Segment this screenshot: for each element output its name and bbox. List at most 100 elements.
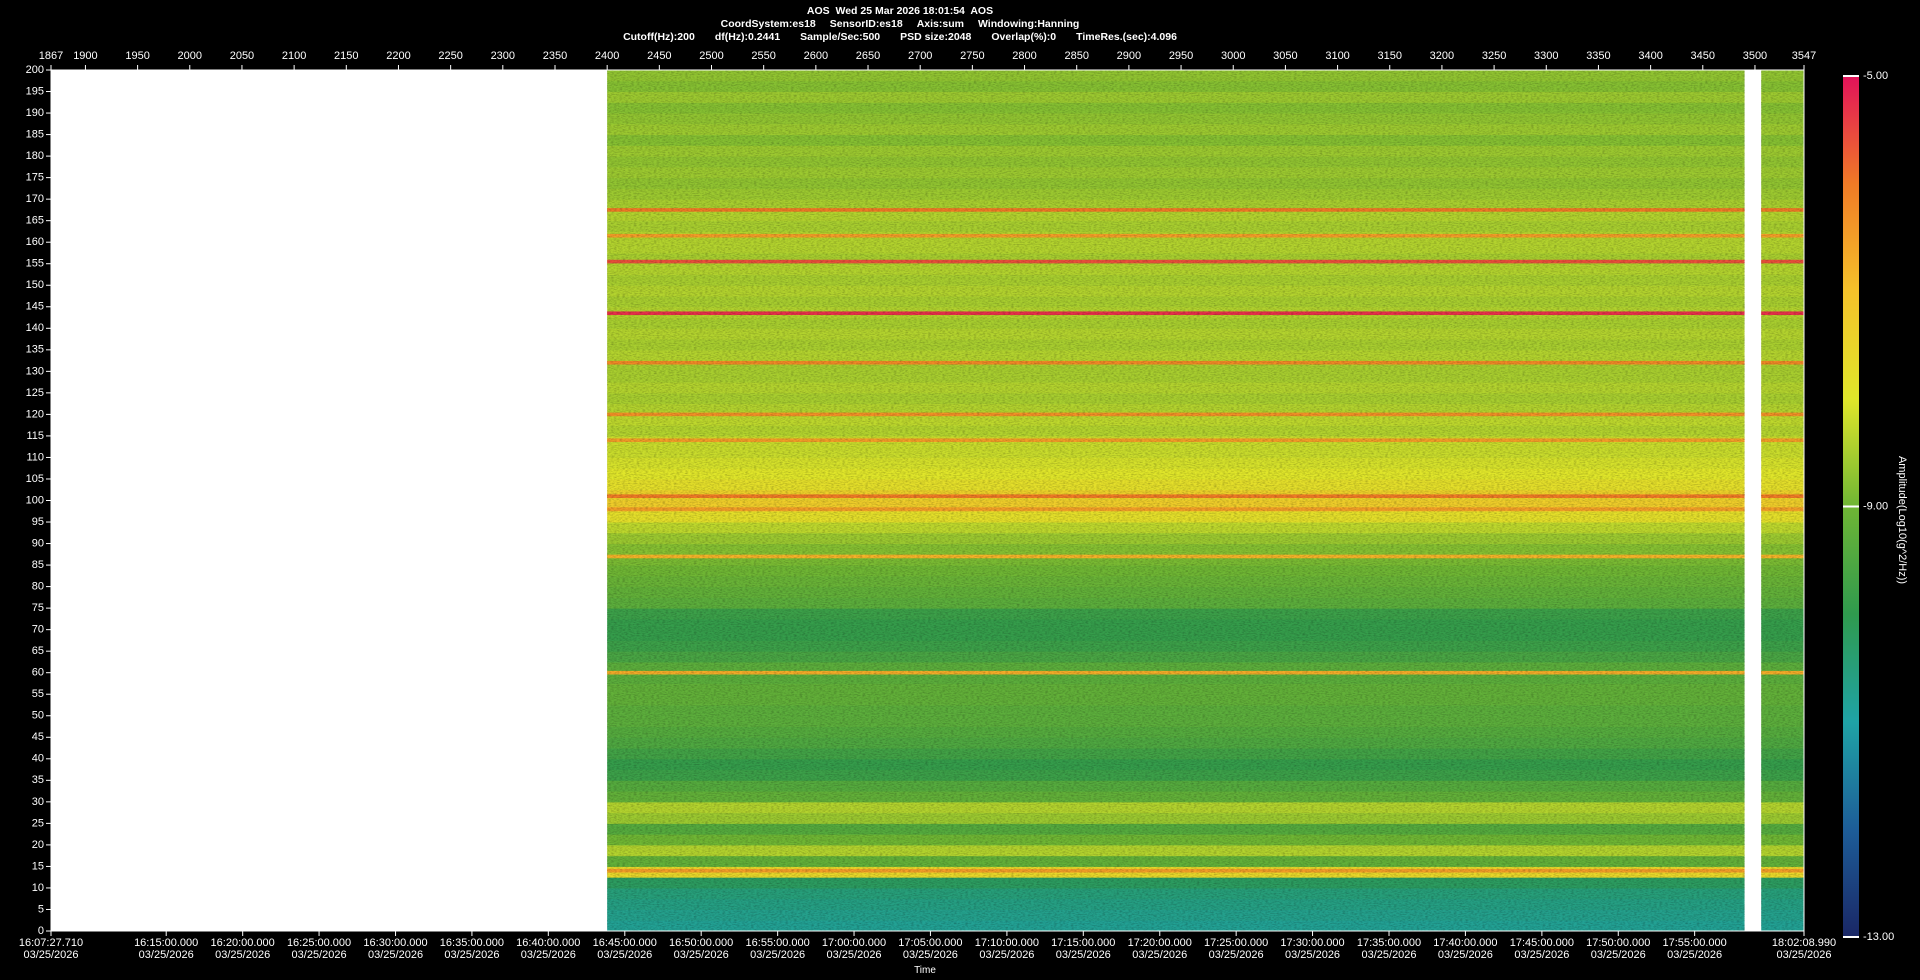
x-tick-label: 2450 (647, 50, 671, 62)
time-tick-label: 16:35:00.000 03/25/2026 (439, 937, 505, 961)
x-tick-label: 2550 (751, 50, 775, 62)
time-tick-label: 16:50:00.000 03/25/2026 (669, 937, 734, 961)
y-tick-label: 180 (26, 150, 44, 162)
time-tick-label: 17:00:00.000 03/25/2026 (821, 937, 887, 961)
x-tick-label: 2250 (438, 50, 462, 62)
y-tick-label: 145 (26, 301, 44, 313)
y-tick-label: 0 (38, 925, 44, 937)
x-tick-label: 2400 (595, 50, 619, 62)
x-tick-label: 3250 (1482, 50, 1506, 62)
y-tick-label: 110 (26, 451, 44, 463)
info-item: SensorID:es18 (829, 18, 903, 30)
y-tick-label: 95 (32, 516, 44, 528)
y-tick-label: 165 (26, 215, 44, 227)
x-tick-label: 2350 (543, 50, 567, 62)
x-tick-label: 3100 (1325, 50, 1349, 62)
y-tick-label: 40 (32, 753, 44, 765)
time-tick-label: 16:55:00.000 03/25/2026 (745, 937, 810, 961)
time-tick-label: 17:55:00.000 03/25/2026 (1662, 937, 1727, 961)
time-tick-label: 16:07:27.710 03/25/2026 (18, 937, 84, 961)
y-tick-label: 30 (32, 796, 44, 808)
chart-title: AOS Wed 25 Mar 2026 18:01:54 AOS (806, 5, 994, 17)
y-tick-label: 190 (26, 107, 44, 119)
x-tick-label: 3350 (1586, 50, 1610, 62)
y-tick-label: 170 (26, 193, 44, 205)
y-tick-label: 135 (26, 344, 44, 356)
x-tick-label: 3000 (1221, 50, 1245, 62)
y-tick-label: 155 (26, 258, 44, 270)
y-tick-label: 55 (32, 688, 44, 700)
time-tick-label: 17:15:00.000 03/25/2026 (1051, 937, 1116, 961)
time-tick-label: 16:25:00.000 03/25/2026 (286, 937, 352, 961)
x-tick-label: 2700 (908, 50, 932, 62)
x-tick-label: 3150 (1378, 50, 1402, 62)
time-tick-label: 16:45:00.000 03/25/2026 (592, 937, 657, 961)
y-tick-label: 65 (32, 645, 44, 657)
y-tick-label: 75 (32, 602, 44, 614)
info-item: df(Hz):0.2441 (714, 31, 781, 43)
x-tick-label: 3050 (1273, 50, 1297, 62)
info-line: Cutoff(Hz):200 df(Hz):0.2441 Sample/Sec:50… (600, 31, 1200, 43)
colorbar-tick-label: -13.00 (1863, 931, 1894, 943)
y-tick-label: 105 (26, 473, 44, 485)
y-tick-label: 85 (32, 559, 44, 571)
y-tick-label: 115 (26, 430, 44, 442)
y-tick-label: 70 (32, 624, 44, 636)
time-tick-label: 16:30:00.000 03/25/2026 (363, 937, 428, 961)
x-tick-label: 1900 (73, 50, 97, 62)
texture (607, 70, 1745, 931)
info-item: Cutoff(Hz):200 (623, 31, 695, 43)
y-tick-label: 90 (32, 537, 44, 549)
x-tick-label: 2850 (1064, 50, 1088, 62)
time-tick-label: 18:02:08.990 03/25/2026 (1771, 937, 1837, 961)
y-tick-label: 100 (26, 494, 44, 506)
info-item: PSD size:2048 (900, 31, 972, 43)
texture (1761, 70, 1804, 931)
time-tick-label: 16:15:00.000 03/25/2026 (134, 937, 199, 961)
y-tick-label: 45 (32, 731, 44, 743)
time-tick-label: 17:25:00.000 03/25/2026 (1204, 937, 1269, 961)
y-tick-label: 80 (32, 581, 44, 593)
x-tick-label: 2950 (1169, 50, 1193, 62)
x-tick-label: 3200 (1430, 50, 1454, 62)
x-tick-label: 3547 (1792, 50, 1816, 62)
time-tick-label: 17:20:00.000 03/25/2026 (1127, 937, 1192, 961)
x-tick-label: 3500 (1743, 50, 1767, 62)
y-tick-label: 120 (26, 408, 44, 420)
y-tick-label: 130 (26, 365, 44, 377)
y-tick-label: 5 (38, 903, 44, 915)
y-tick-label: 200 (26, 64, 44, 76)
colorbar-tick-label: -5.00 (1863, 70, 1888, 82)
y-tick-label: 25 (32, 817, 44, 829)
x-tick-label: 2150 (334, 50, 358, 62)
x-tick-label: 2750 (960, 50, 984, 62)
x-tick-label: 3450 (1691, 50, 1715, 62)
x-tick-label: 2100 (282, 50, 306, 62)
x-tick-label: 2600 (804, 50, 828, 62)
x-tick-label: 2300 (491, 50, 515, 62)
x-tick-label: 2900 (1117, 50, 1141, 62)
y-tick-label: 125 (26, 387, 44, 399)
info-item: Overlap(%):0 (991, 31, 1057, 43)
time-tick-label: 17:40:00.000 03/25/2026 (1433, 937, 1498, 961)
time-tick-label: 17:45:00.000 03/25/2026 (1509, 937, 1574, 961)
y-tick-label: 50 (32, 710, 44, 722)
x-tick-label: 2800 (1012, 50, 1036, 62)
time-tick-label: 17:35:00.000 03/25/2026 (1356, 937, 1422, 961)
y-tick-label: 160 (26, 236, 44, 248)
y-tick-label: 150 (26, 279, 44, 291)
y-tick-label: 60 (32, 667, 44, 679)
y-tick-label: 140 (26, 322, 44, 334)
x-tick-label: 1950 (125, 50, 149, 62)
info-line: CoordSystem:es18 SensorID:es18 Axis:sum Win… (600, 18, 1200, 30)
time-tick-label: 17:10:00.000 03/25/2026 (974, 937, 1040, 961)
info-item: Sample/Sec:500 (800, 31, 881, 43)
x-tick-label: 2200 (386, 50, 410, 62)
time-tick-label: 17:05:00.000 03/25/2026 (898, 937, 963, 961)
y-tick-label: 195 (26, 85, 44, 97)
colorbar-tick-label: -9.00 (1863, 500, 1888, 512)
time-tick-label: 16:40:00.000 03/25/2026 (516, 937, 581, 961)
info-item: TimeRes.(sec):4.096 (1076, 31, 1177, 43)
